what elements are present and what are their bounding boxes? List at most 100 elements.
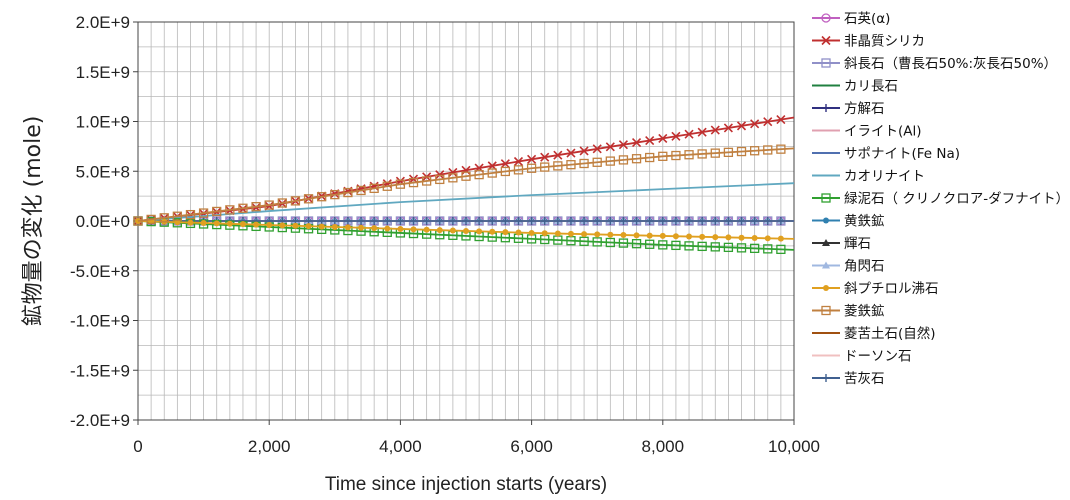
series-marker bbox=[605, 156, 615, 166]
legend-marker bbox=[821, 58, 831, 68]
legend-label: 緑泥石（ クリノクロア-ダフナイト） bbox=[844, 191, 1069, 207]
series-marker bbox=[697, 241, 707, 252]
series-marker bbox=[658, 151, 668, 161]
series-13 bbox=[135, 218, 795, 242]
series-marker bbox=[764, 235, 771, 242]
series-marker bbox=[553, 217, 562, 225]
series-marker bbox=[541, 230, 548, 237]
series-marker bbox=[645, 217, 654, 225]
series-marker bbox=[631, 239, 642, 249]
series-marker bbox=[738, 234, 745, 241]
x-tick-label: 0 bbox=[133, 437, 142, 456]
y-tick-label: 2.0E+9 bbox=[76, 13, 130, 32]
series-marker bbox=[776, 115, 786, 125]
series-marker bbox=[396, 217, 405, 225]
legend-label: イライト(Al) bbox=[844, 124, 922, 140]
series-marker bbox=[408, 177, 419, 188]
series-marker bbox=[579, 236, 589, 246]
series-marker bbox=[528, 229, 535, 236]
series-marker bbox=[763, 145, 773, 155]
series-marker bbox=[290, 196, 301, 206]
series-marker bbox=[645, 239, 655, 249]
series-marker bbox=[318, 223, 325, 230]
legend-item: 黄鉄鉱 bbox=[812, 214, 885, 230]
legend-label: 菱苦土石(自然) bbox=[844, 325, 936, 342]
series-marker bbox=[330, 189, 340, 200]
series-marker bbox=[605, 142, 615, 152]
series-marker bbox=[330, 217, 339, 225]
series-marker bbox=[750, 217, 759, 225]
series-marker bbox=[448, 217, 457, 225]
legend-item: 角閃石 bbox=[812, 259, 885, 275]
series-marker bbox=[253, 221, 260, 228]
series-marker bbox=[723, 242, 734, 253]
series-marker bbox=[553, 161, 563, 171]
series-marker bbox=[185, 209, 196, 220]
series-marker bbox=[475, 217, 484, 225]
series-marker bbox=[476, 228, 483, 235]
series-marker bbox=[526, 163, 537, 173]
y-axis-title: 鉱物量の変化 (mole) bbox=[21, 116, 46, 327]
series-marker bbox=[435, 174, 445, 185]
legend-marker bbox=[823, 217, 829, 224]
series-marker bbox=[527, 154, 537, 164]
series-marker bbox=[710, 242, 720, 252]
series-marker bbox=[658, 240, 668, 250]
legend-label: 角閃石 bbox=[844, 259, 885, 275]
series-marker bbox=[500, 166, 511, 177]
series-marker bbox=[579, 158, 589, 169]
series-marker bbox=[502, 229, 509, 236]
series-marker bbox=[776, 244, 786, 255]
series-marker bbox=[723, 147, 734, 157]
y-tick-label: -5.0E+8 bbox=[70, 262, 130, 281]
legend-label: 菱鉄鉱 bbox=[844, 304, 885, 320]
legend-item: ドーソン石 bbox=[812, 349, 912, 365]
series-marker bbox=[658, 133, 668, 143]
series-marker bbox=[763, 117, 773, 127]
legend-label: ドーソン石 bbox=[844, 349, 912, 365]
series-marker bbox=[671, 131, 681, 141]
series-marker bbox=[384, 225, 391, 232]
series-marker bbox=[540, 217, 549, 225]
legend-item: 方解石 bbox=[812, 101, 885, 117]
series-marker bbox=[763, 217, 772, 225]
series-marker bbox=[159, 213, 169, 223]
y-tick-label: -1.5E+9 bbox=[70, 361, 130, 380]
y-tick-label: 5.0E+8 bbox=[76, 162, 130, 181]
series-marker bbox=[631, 154, 642, 164]
series-marker bbox=[763, 244, 773, 254]
series-marker bbox=[618, 155, 629, 165]
series-marker bbox=[592, 144, 602, 154]
series-marker bbox=[686, 233, 693, 240]
y-tick-label: -2.0E+9 bbox=[70, 411, 130, 430]
legend-marker bbox=[821, 193, 831, 203]
series-marker bbox=[462, 217, 470, 225]
legend-marker bbox=[823, 285, 829, 291]
series-marker bbox=[435, 170, 445, 180]
legend-item: カリ長石 bbox=[812, 79, 898, 95]
series-marker bbox=[343, 217, 352, 225]
series-marker bbox=[448, 167, 458, 178]
series-marker bbox=[776, 144, 786, 154]
series-marker bbox=[383, 217, 392, 225]
series-marker bbox=[592, 157, 602, 167]
series-marker bbox=[736, 121, 747, 131]
series-marker bbox=[461, 171, 471, 181]
legend-label: 苦灰石 bbox=[844, 371, 885, 387]
series-marker bbox=[659, 232, 666, 239]
series-marker bbox=[449, 227, 456, 234]
series-marker bbox=[618, 238, 629, 248]
series-marker bbox=[672, 233, 679, 240]
series-marker bbox=[618, 140, 629, 150]
series-marker bbox=[620, 232, 627, 239]
legend-label: 輝石 bbox=[844, 236, 871, 252]
series-marker bbox=[371, 225, 378, 232]
series-marker bbox=[736, 243, 747, 253]
series-marker bbox=[410, 226, 417, 233]
series-marker bbox=[172, 211, 183, 221]
series-marker bbox=[279, 222, 286, 229]
series-marker bbox=[513, 165, 524, 175]
series-marker bbox=[133, 216, 143, 226]
x-tick-label: 8,000 bbox=[642, 437, 685, 456]
series-marker bbox=[448, 173, 458, 183]
